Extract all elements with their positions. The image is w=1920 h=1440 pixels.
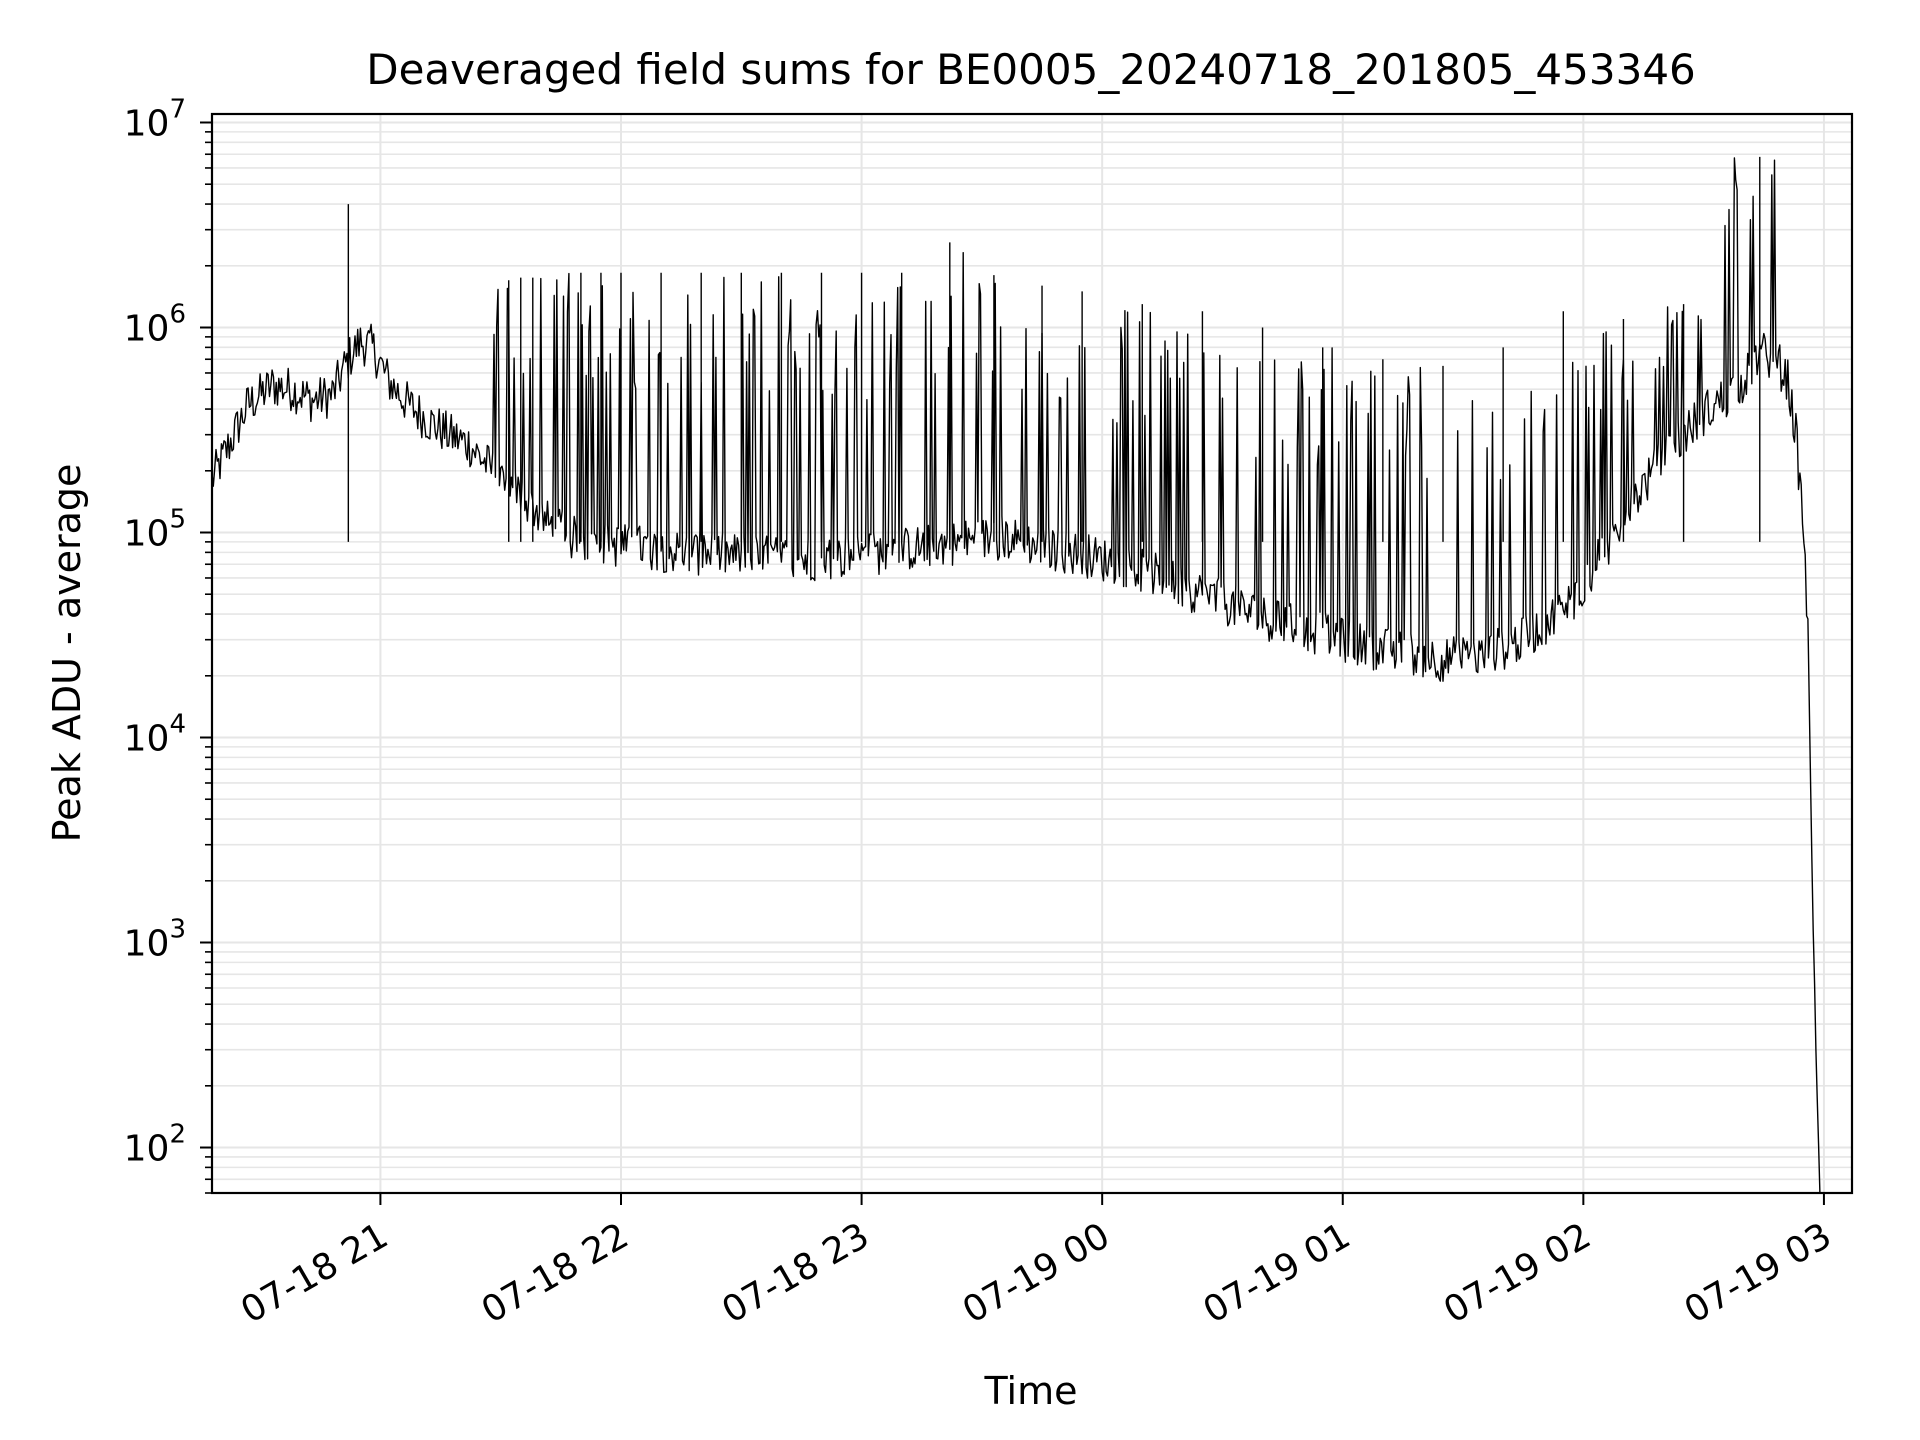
- plot-frame: [210, 112, 1854, 1195]
- y-tick-label: 103: [124, 915, 186, 965]
- y-axis-label: Peak ADU - average: [45, 464, 89, 843]
- chart-title: Deaveraged field sums for BE0005_2024071…: [366, 45, 1696, 94]
- series-line: [211, 157, 1821, 1194]
- y-tick-label: 104: [124, 710, 186, 760]
- y-tick-label: 102: [124, 1120, 186, 1170]
- plot-area: [211, 156, 1821, 1194]
- x-axis-label: Time: [984, 1369, 1078, 1413]
- y-tick-label: 105: [124, 504, 186, 554]
- grid-layer: [212, 114, 1852, 1194]
- y-axis: 102 103 104 105 106 107: [124, 94, 212, 1194]
- y-tick-label: 107: [124, 94, 186, 144]
- y-tick-label: 106: [124, 299, 186, 349]
